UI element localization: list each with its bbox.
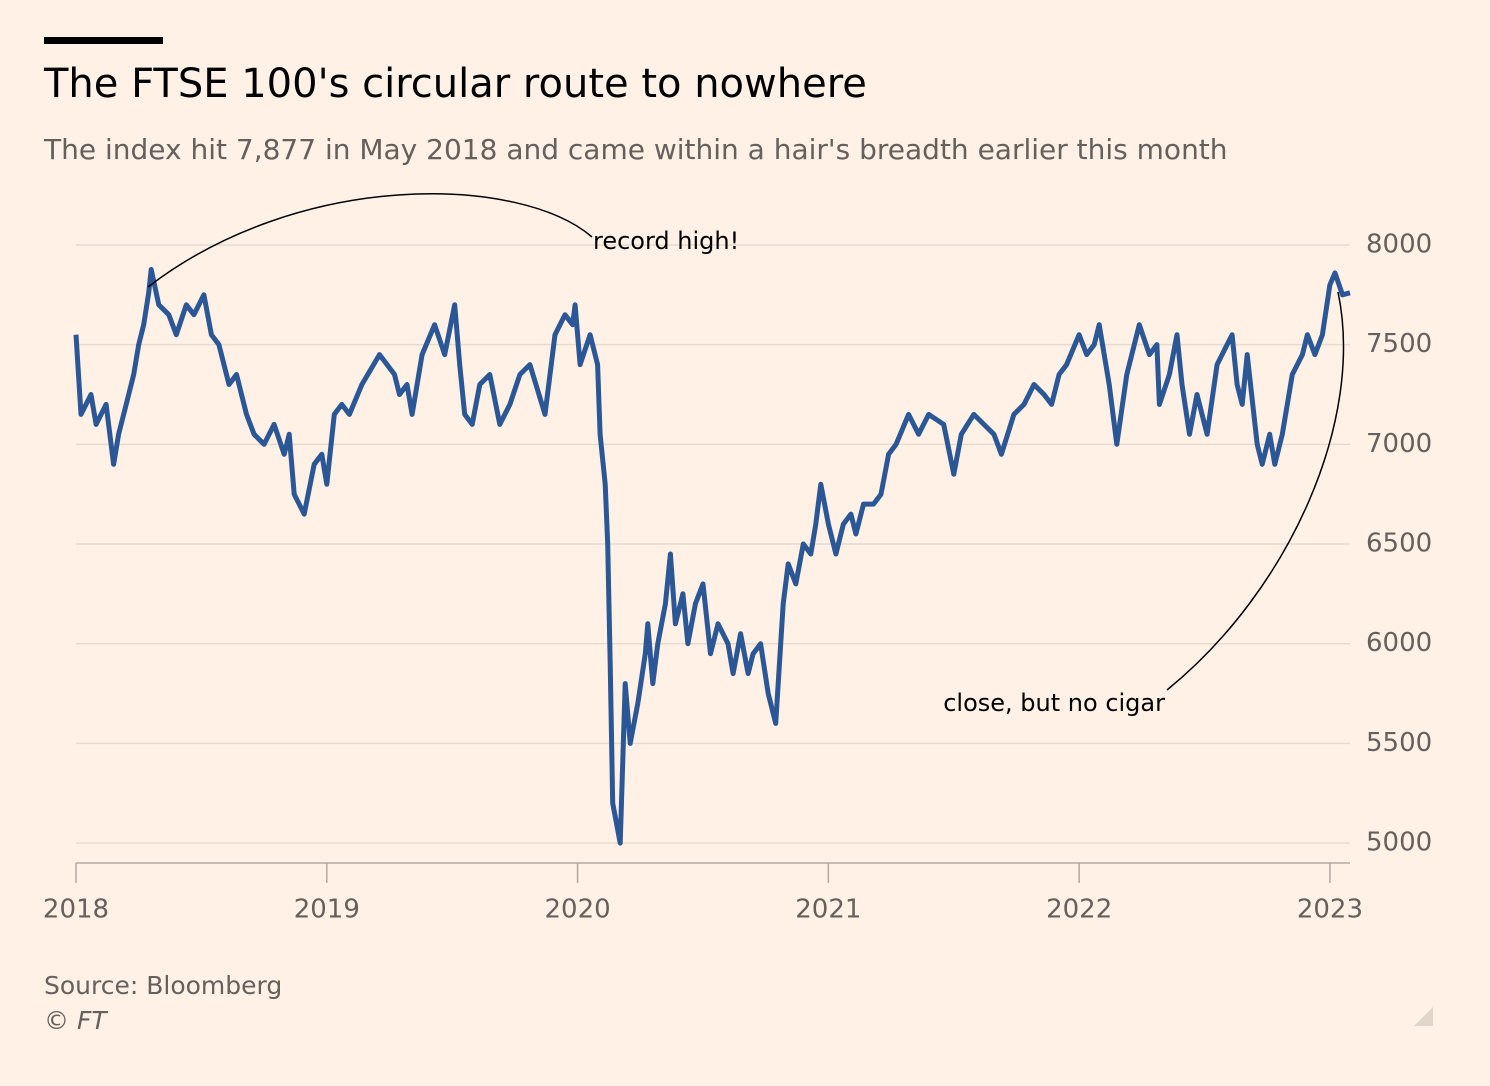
x-tick-label: 2022: [1046, 895, 1112, 925]
x-tick-label: 2019: [294, 895, 360, 925]
chart-subtitle: The index hit 7,877 in May 2018 and came…: [43, 133, 1228, 166]
title-bar: [44, 37, 163, 44]
x-tick-label: 2023: [1297, 895, 1363, 925]
y-tick-label: 6500: [1366, 529, 1432, 559]
y-tick-label: 7500: [1366, 329, 1432, 359]
y-tick-label: 5500: [1366, 728, 1432, 758]
annotation: close, but no cigar: [943, 689, 1165, 717]
source: Source: Bloomberg: [44, 971, 282, 1000]
y-tick-label: 8000: [1366, 229, 1432, 259]
credit: © FT: [44, 1006, 108, 1035]
resize-icon: [1414, 1007, 1433, 1026]
x-tick-label: 2018: [43, 895, 109, 925]
y-tick-label: 5000: [1366, 828, 1432, 858]
annotation-curve: [147, 193, 593, 288]
plot-area: 5000 5500 6000 6500 7000 7500 8000 2018 2019 2020…: [43, 229, 1432, 924]
x-tick-label: 2020: [544, 895, 610, 925]
y-tick-label: 6000: [1366, 628, 1432, 658]
series-line: [73, 267, 1351, 846]
annotation: record high!: [593, 227, 739, 255]
y-tick-label: 7000: [1366, 429, 1432, 459]
annotation-curve: [1166, 291, 1345, 691]
chart-title: The FTSE 100's circular route to nowhere: [43, 61, 867, 107]
x-tick-label: 2021: [795, 895, 861, 925]
